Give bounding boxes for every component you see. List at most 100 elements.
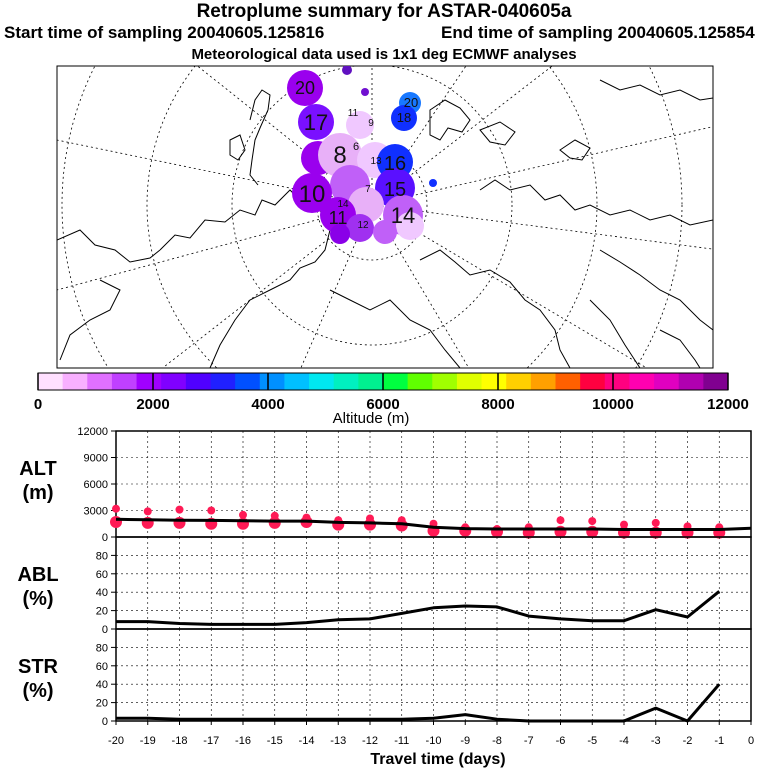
x-tick-label: -16	[235, 735, 251, 747]
plume-circle	[346, 111, 374, 139]
y-tick-label: 20	[96, 698, 108, 710]
altitude-marker	[112, 504, 120, 513]
plume-label: 15	[384, 179, 406, 201]
y-tick-label: 0	[102, 532, 108, 544]
panel-ylabel-unit: (m)	[22, 482, 53, 504]
y-tick-label: 12000	[77, 426, 108, 438]
y-tick-label: 60	[96, 661, 108, 673]
altitude-marker	[268, 516, 281, 529]
colorbar-swatch	[38, 373, 64, 390]
colorbar-swatch	[87, 373, 113, 390]
x-tick-label: -11	[394, 735, 409, 747]
chart-title: Retroplume summary for ASTAR-040605a	[196, 1, 572, 22]
plume-label: 6	[353, 141, 359, 153]
colorbar-swatch	[358, 373, 384, 390]
colorbar-swatch	[210, 373, 236, 390]
colorbar-tick-label: 12000	[707, 396, 749, 413]
altitude-marker	[364, 518, 376, 531]
colorbar-swatch	[111, 373, 138, 390]
colorbar-swatch	[703, 373, 729, 390]
y-tick-label: 0	[102, 716, 108, 728]
plume-circle	[342, 66, 352, 75]
altitude-marker	[239, 510, 247, 519]
plume-circle	[348, 187, 384, 223]
y-tick-label: 80	[96, 642, 108, 654]
y-tick-label: 80	[96, 550, 108, 562]
y-tick-label: 6000	[84, 479, 108, 491]
x-tick-label: -2	[683, 735, 693, 747]
colorbar-swatch	[309, 373, 335, 390]
colorbar-swatch	[161, 373, 187, 390]
x-tick-label: -4	[619, 735, 629, 747]
x-tick-label: -12	[362, 735, 378, 747]
panel-ylabel: ABL	[17, 564, 58, 586]
panel-ylabel-unit: (%)	[22, 588, 53, 610]
colorbar-swatch	[407, 373, 433, 390]
plume-label: 8	[333, 142, 346, 169]
plume-label: 16	[384, 153, 406, 175]
x-tick-label: -3	[651, 735, 661, 747]
y-tick-label: 40	[96, 679, 108, 691]
colorbar-tick-label: 2000	[136, 396, 169, 413]
colorbar-swatch	[185, 373, 211, 390]
plume-labels: 20 17 11 9 8 6 10 14 11 12 16 15 14 20 1…	[295, 78, 418, 231]
met-data-note: Meteorological data used is 1x1 deg ECMW…	[191, 46, 577, 63]
panel-alt: 0 3000 6000 9000 12000 ALT(m)	[19, 426, 752, 544]
colorbar-swatch	[629, 373, 655, 390]
plume-circle	[330, 224, 350, 244]
x-tick-label: -5	[587, 735, 597, 747]
y-tick-label: 0	[102, 624, 108, 636]
plume-circle	[429, 179, 437, 187]
x-tick-label: -10	[426, 735, 442, 747]
series-line	[116, 590, 721, 626]
x-tick-label: -17	[203, 735, 219, 747]
plume-circle	[346, 214, 374, 242]
altitude-marker	[110, 515, 122, 528]
altitude-marker	[459, 524, 472, 537]
y-tick-label: 9000	[84, 453, 108, 465]
panel-ylabel: STR	[18, 656, 59, 678]
panel-str: 0 20 40 60 80 STR(%)	[18, 628, 752, 728]
altitude-marker	[207, 506, 216, 515]
colorbar-tick-label: 0	[34, 396, 42, 413]
colorbar-swatch	[136, 373, 162, 390]
plume-label: 20	[404, 95, 418, 110]
plume-circle	[373, 220, 397, 244]
plume-circle	[292, 173, 332, 213]
colorbar-swatch	[481, 373, 507, 390]
x-tick-label: -8	[492, 735, 502, 747]
x-tick-label: 0	[748, 735, 754, 747]
altitude-marker	[143, 507, 152, 516]
colorbar-swatch	[654, 373, 680, 390]
plume-circle	[391, 105, 417, 131]
series-line	[116, 683, 721, 723]
colorbar-swatch	[506, 373, 532, 390]
x-tick-label: -19	[140, 735, 156, 747]
plume-label: 10	[299, 181, 326, 208]
x-tick-label: -1	[714, 735, 724, 747]
x-tick-label: -9	[460, 735, 470, 747]
colorbar-label: Altitude (m)	[333, 410, 410, 427]
y-tick-label: 40	[96, 587, 108, 599]
y-tick-label: 60	[96, 569, 108, 581]
colorbar-swatch	[235, 373, 261, 390]
colorbar-swatch	[284, 373, 310, 390]
colorbar-swatch	[530, 373, 556, 390]
plume-label: 20	[295, 78, 315, 98]
y-tick-label: 20	[96, 606, 108, 618]
plume-markers	[287, 66, 437, 244]
colorbar: 0 2000 4000 6000 8000 10000 12000	[34, 372, 749, 413]
colorbar-tick-label: 6000	[366, 396, 399, 413]
x-axis: -20 -19 -18 -17 -16 -15 -14 -13 -12 -11 -10 -9 -8 -7-…	[108, 721, 754, 768]
x-tick-label: -18	[172, 735, 188, 747]
colorbar-swatch	[62, 373, 88, 390]
plume-label: 11	[348, 108, 359, 119]
start-time: Start time of sampling 20040605.125816	[4, 23, 325, 42]
graticule	[57, 66, 713, 368]
colorbar-swatch	[383, 373, 409, 390]
end-time: End time of sampling 20040605.125854	[441, 23, 755, 42]
colorbar-swatch	[259, 373, 285, 390]
plume-label: 14	[337, 199, 349, 210]
